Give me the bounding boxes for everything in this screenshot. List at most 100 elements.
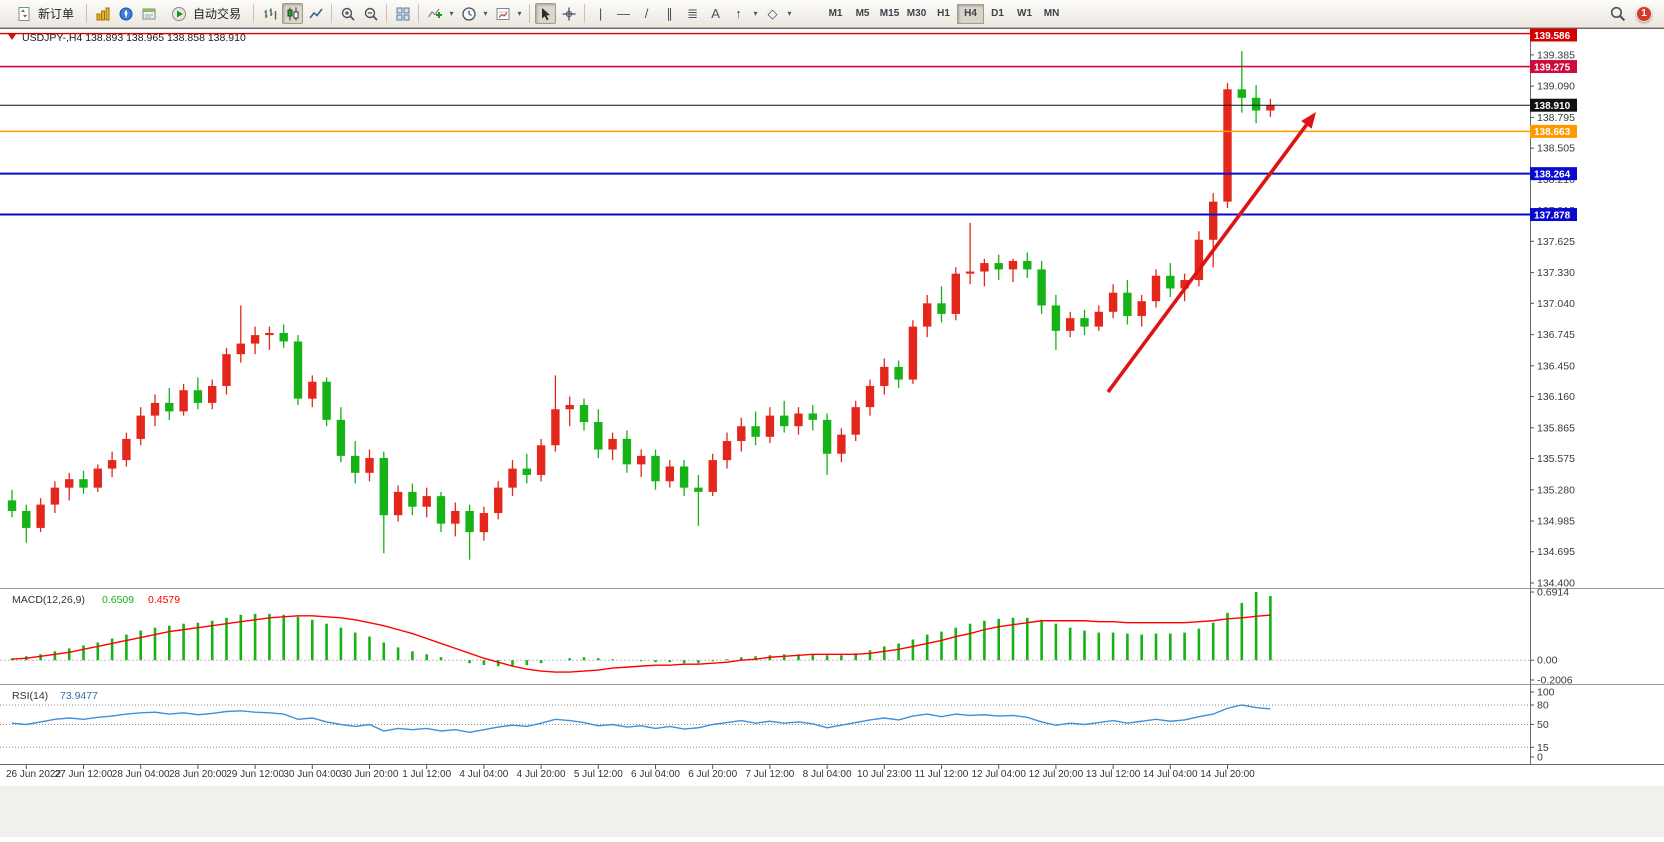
chart-line-icon[interactable] — [305, 3, 326, 24]
svg-text:137.625: 137.625 — [1537, 236, 1575, 248]
crosshair-icon[interactable] — [558, 3, 579, 24]
vertical-line-icon[interactable]: | — [598, 6, 603, 21]
trendline-icon[interactable]: / — [644, 6, 649, 21]
price-axis: 139.385139.090138.795138.505138.210137.9… — [1530, 28, 1577, 764]
candle — [765, 415, 775, 437]
search-icon[interactable] — [1607, 3, 1628, 24]
fibonacci-icon[interactable]: ≣ — [687, 5, 698, 21]
price-badge-138.264: 138.264 — [1530, 167, 1577, 180]
svg-text:27 Jun 12:00: 27 Jun 12:00 — [55, 769, 113, 780]
candle — [751, 426, 760, 437]
candle — [694, 487, 703, 492]
candle — [665, 466, 674, 482]
timeframe-button-h4[interactable]: H4 — [957, 3, 985, 24]
candle — [1037, 269, 1046, 306]
timeframe-button-w1[interactable]: W1 — [1017, 8, 1033, 19]
bottom-strip — [0, 786, 1664, 837]
arrows-caret-icon[interactable]: ▾ — [753, 9, 758, 18]
svg-text:1 Jul 12:00: 1 Jul 12:00 — [402, 769, 451, 780]
notification-badge[interactable]: 1 — [1636, 5, 1652, 22]
candle — [1123, 292, 1132, 317]
terminal-icon[interactable] — [138, 3, 159, 24]
candle — [408, 491, 417, 507]
indicators-caret-icon[interactable]: ▾ — [449, 9, 454, 18]
candle — [808, 413, 817, 420]
price-badge-139.275: 139.275 — [1530, 60, 1577, 73]
candle — [1180, 280, 1189, 289]
candle — [265, 332, 274, 336]
level-lines — [0, 32, 1530, 216]
candle — [565, 405, 574, 410]
navigator-icon[interactable] — [115, 3, 136, 24]
candle — [336, 419, 346, 456]
trend-arrow[interactable] — [1106, 112, 1316, 394]
candle — [637, 455, 646, 465]
candle — [365, 457, 374, 473]
zoom-out-icon[interactable] — [360, 3, 381, 24]
templates-caret-icon[interactable]: ▾ — [517, 9, 522, 18]
candle — [522, 468, 531, 475]
svg-text:6 Jul 04:00: 6 Jul 04:00 — [631, 769, 680, 780]
new-order-button[interactable]: 新订单 — [6, 3, 81, 25]
candle — [1166, 275, 1175, 289]
templates-icon[interactable] — [492, 3, 513, 24]
candle — [1223, 89, 1232, 202]
svg-text:USDJPY-,H4 138.893 138.965 138: USDJPY-,H4 138.893 138.965 138.858 138.9… — [22, 32, 246, 44]
svg-text:73.9477: 73.9477 — [60, 690, 98, 702]
tile-windows-icon[interactable] — [392, 3, 413, 24]
auto-trading-icon — [168, 3, 189, 24]
candle — [908, 326, 918, 380]
horizontal-line-icon[interactable]: — — [617, 6, 631, 21]
candle — [880, 366, 889, 386]
price-badge-139.586: 139.586 — [1530, 28, 1577, 42]
candle — [422, 496, 431, 507]
chart-bars-icon[interactable] — [259, 3, 280, 24]
toolbar-right-cluster: 1 — [1607, 3, 1652, 24]
channel-icon[interactable]: ∥ — [666, 5, 673, 21]
svg-text:10 Jul 23:00: 10 Jul 23:00 — [857, 769, 912, 780]
cursor-icon[interactable] — [535, 3, 557, 24]
candle — [579, 405, 589, 422]
timeframe-button-m15[interactable]: M15 — [879, 8, 900, 19]
arrows-icon[interactable]: ↑ — [735, 6, 742, 21]
timeframe-button-m1[interactable]: M1 — [828, 8, 843, 19]
candle — [1209, 201, 1218, 240]
zoom-in-icon[interactable] — [337, 3, 358, 24]
candle — [208, 385, 217, 403]
svg-text:8 Jul 04:00: 8 Jul 04:00 — [803, 769, 852, 780]
chart-window[interactable]: 139.385139.090138.795138.505138.210137.9… — [0, 28, 1664, 837]
candle — [551, 409, 560, 446]
candle — [865, 385, 875, 408]
chart-candles-icon[interactable] — [282, 3, 304, 24]
candle — [1094, 311, 1103, 327]
symbol-marker-icon — [8, 34, 16, 40]
toolbar-separator — [418, 4, 420, 23]
toolbar-separator — [253, 4, 255, 23]
candle — [250, 335, 260, 344]
market-watch-icon[interactable] — [92, 3, 113, 24]
text-label-icon[interactable]: A — [711, 6, 720, 21]
candle — [622, 438, 632, 465]
macd-panel — [0, 592, 1530, 673]
candle — [136, 415, 145, 439]
shapes-icon[interactable]: ◇ — [767, 5, 778, 21]
svg-text:0.4579: 0.4579 — [148, 594, 180, 606]
shapes-caret-icon[interactable]: ▾ — [787, 9, 792, 18]
candles-layer — [7, 51, 1275, 560]
timeframe-button-m30[interactable]: M30 — [906, 8, 927, 19]
svg-text:7 Jul 12:00: 7 Jul 12:00 — [745, 769, 794, 780]
timeframe-button-m5[interactable]: M5 — [855, 8, 870, 19]
periods-icon[interactable] — [458, 3, 479, 24]
timeframe-button-mn[interactable]: MN — [1043, 8, 1060, 19]
candle — [436, 496, 446, 524]
auto-trading-button[interactable]: 自动交易 — [161, 3, 248, 25]
candle — [236, 343, 245, 355]
timeframe-button-h1[interactable]: H1 — [937, 8, 950, 19]
periods-caret-icon[interactable]: ▾ — [483, 9, 488, 18]
candle — [122, 438, 131, 461]
timeframe-button-d1[interactable]: D1 — [991, 8, 1004, 19]
price-chart-canvas[interactable]: 139.385139.090138.795138.505138.210137.9… — [0, 28, 1664, 837]
candle — [222, 354, 231, 386]
indicators-icon[interactable] — [424, 3, 445, 24]
candle — [980, 263, 989, 272]
